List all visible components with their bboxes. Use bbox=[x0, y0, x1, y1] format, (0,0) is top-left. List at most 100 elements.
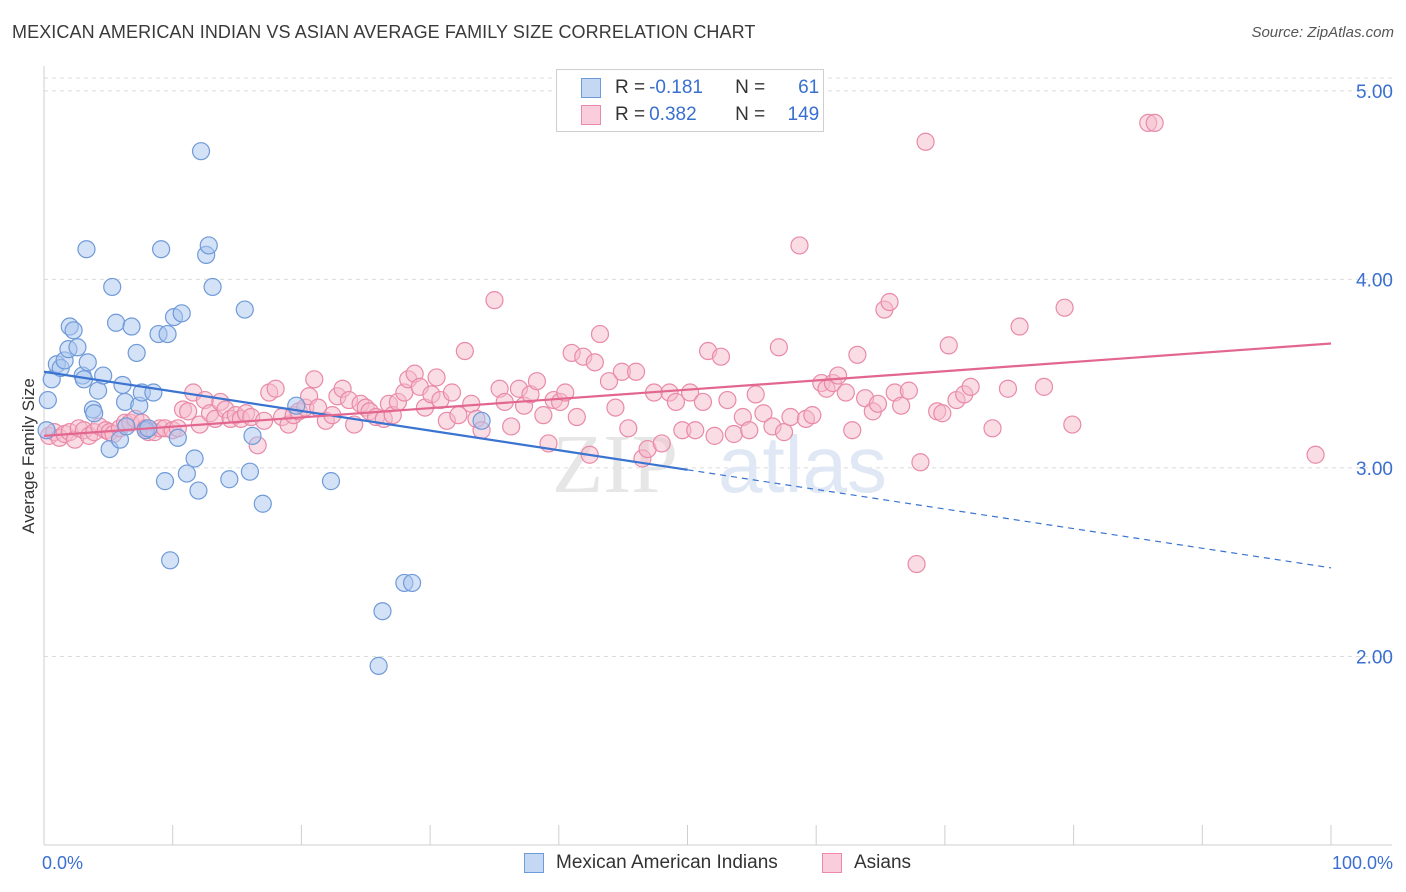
mexican-american-indians-point bbox=[77, 240, 96, 259]
source-label: Source: ZipAtlas.com bbox=[1251, 24, 1394, 41]
asians-point bbox=[442, 383, 462, 402]
mexican-american-indians-point bbox=[103, 277, 122, 297]
asians-point bbox=[781, 407, 800, 427]
mexican-american-indians-point bbox=[122, 317, 141, 336]
asians-point bbox=[1055, 298, 1074, 317]
asians-point bbox=[769, 338, 788, 357]
mexican-american-indians-point bbox=[203, 277, 222, 297]
asians-point bbox=[502, 417, 521, 436]
asians-point bbox=[843, 421, 862, 440]
mexican-american-indians-point bbox=[161, 551, 180, 570]
mexican-american-indians-trend-line bbox=[43, 370, 688, 471]
asians-point bbox=[666, 392, 686, 412]
asians-point bbox=[803, 406, 822, 425]
mexican-american-indians-point bbox=[220, 470, 239, 489]
asians-point bbox=[746, 385, 765, 404]
mexican-american-indians-point bbox=[117, 417, 136, 436]
asians-point bbox=[266, 379, 285, 398]
asians-point bbox=[686, 421, 705, 440]
asians-point bbox=[1306, 445, 1325, 464]
asians-point bbox=[1063, 415, 1082, 434]
asians-point bbox=[983, 419, 1002, 438]
mexican-american-indians-point bbox=[402, 573, 422, 593]
mexican-american-indians-point bbox=[189, 481, 208, 500]
mexican-american-indians-point bbox=[158, 324, 177, 344]
asians-point bbox=[740, 421, 759, 440]
chart-title: MEXICAN AMERICAN INDIAN VS ASIAN AVERAGE… bbox=[12, 22, 756, 42]
asians-point bbox=[427, 368, 446, 387]
asians-point bbox=[1145, 113, 1164, 133]
mexican-american-indians-point bbox=[127, 343, 146, 363]
y-tick-label: 5.00 bbox=[1356, 82, 1393, 103]
mexican-american-indians-point bbox=[253, 494, 272, 513]
legend-label: Mexican American Indians bbox=[556, 852, 778, 873]
asians-point bbox=[567, 407, 586, 427]
correlation-legend: R = -0.181 N = 61 R = 0.382 N = 149 bbox=[556, 69, 824, 132]
mexican-american-indians-point bbox=[38, 390, 57, 410]
asians-point bbox=[916, 132, 935, 151]
asians-point bbox=[485, 291, 504, 310]
mexican-american-indians-point bbox=[243, 426, 262, 445]
legend-row-pink: R = 0.382 N = 149 bbox=[581, 102, 819, 128]
asians-point bbox=[848, 345, 867, 364]
legend-n-value: 149 bbox=[787, 104, 820, 125]
asians-point bbox=[754, 404, 773, 423]
asians-point bbox=[892, 396, 911, 415]
asians-point bbox=[619, 419, 638, 438]
asians-point bbox=[305, 370, 324, 389]
asians-point bbox=[724, 424, 743, 444]
legend-row-blue: R = -0.181 N = 61 bbox=[581, 75, 819, 101]
mexican-american-indians-point bbox=[373, 602, 392, 621]
mexican-american-indians-point bbox=[85, 404, 104, 423]
asians-point bbox=[590, 324, 610, 344]
mexican-american-indians-points bbox=[37, 142, 491, 675]
legend-item-mexican-american-indians: Mexican American Indians bbox=[524, 852, 778, 874]
legend-n-value: 61 bbox=[798, 77, 820, 98]
legend-n-label: N = bbox=[735, 104, 766, 125]
mexican-american-indians-point bbox=[472, 411, 491, 430]
asians-point bbox=[179, 402, 198, 421]
axis-labels: 2.00 3.00 4.00 5.00 0.0% 100.0% Average Family… bbox=[19, 82, 1393, 873]
legend-swatch-blue bbox=[524, 853, 544, 873]
mexican-american-indians-point bbox=[177, 464, 196, 483]
asians-point bbox=[933, 404, 952, 423]
mexican-american-indians-point bbox=[106, 313, 126, 332]
mexican-american-indians-point bbox=[172, 304, 191, 323]
mexican-american-indians-point bbox=[68, 338, 87, 357]
asians-points bbox=[40, 113, 1325, 574]
legend-swatch-pink bbox=[581, 105, 601, 125]
mexican-american-indians-point bbox=[78, 353, 97, 372]
asians-point bbox=[599, 372, 619, 391]
asians-point bbox=[998, 379, 1018, 398]
asians-point bbox=[774, 423, 794, 442]
legend-swatch-blue bbox=[581, 78, 601, 98]
mexican-american-indians-point bbox=[88, 381, 108, 400]
legend-r-value: 0.382 bbox=[649, 104, 697, 125]
series-legend: Mexican American Indians Asians bbox=[0, 852, 1406, 876]
asians-point bbox=[718, 390, 737, 410]
asians-point bbox=[652, 434, 671, 453]
asians-point bbox=[556, 383, 575, 402]
asians-point bbox=[790, 236, 809, 255]
asians-trend-line bbox=[43, 342, 1332, 437]
asians-point bbox=[711, 347, 731, 366]
legend-r-label: R = bbox=[615, 77, 646, 98]
mexican-american-indians-point bbox=[199, 236, 218, 255]
legend-label: Asians bbox=[854, 852, 912, 873]
asians-point bbox=[899, 381, 918, 400]
trend-lines bbox=[43, 342, 1332, 569]
legend-r-label: R = bbox=[615, 104, 646, 125]
mexican-american-indians-point bbox=[152, 240, 171, 259]
asians-point bbox=[1034, 377, 1054, 396]
y-tick-label: 2.00 bbox=[1356, 647, 1393, 668]
asians-point bbox=[939, 336, 958, 355]
asians-point bbox=[534, 406, 553, 425]
mexican-american-indians-point bbox=[235, 300, 254, 319]
asians-point bbox=[880, 292, 899, 312]
asians-point bbox=[828, 366, 848, 385]
asians-point bbox=[693, 392, 713, 412]
y-tick-label: 3.00 bbox=[1356, 459, 1393, 480]
mexican-american-indians-trend-extension bbox=[687, 469, 1332, 569]
asians-point bbox=[705, 426, 724, 445]
x-tick-label-max: 100.0% bbox=[1332, 853, 1393, 873]
